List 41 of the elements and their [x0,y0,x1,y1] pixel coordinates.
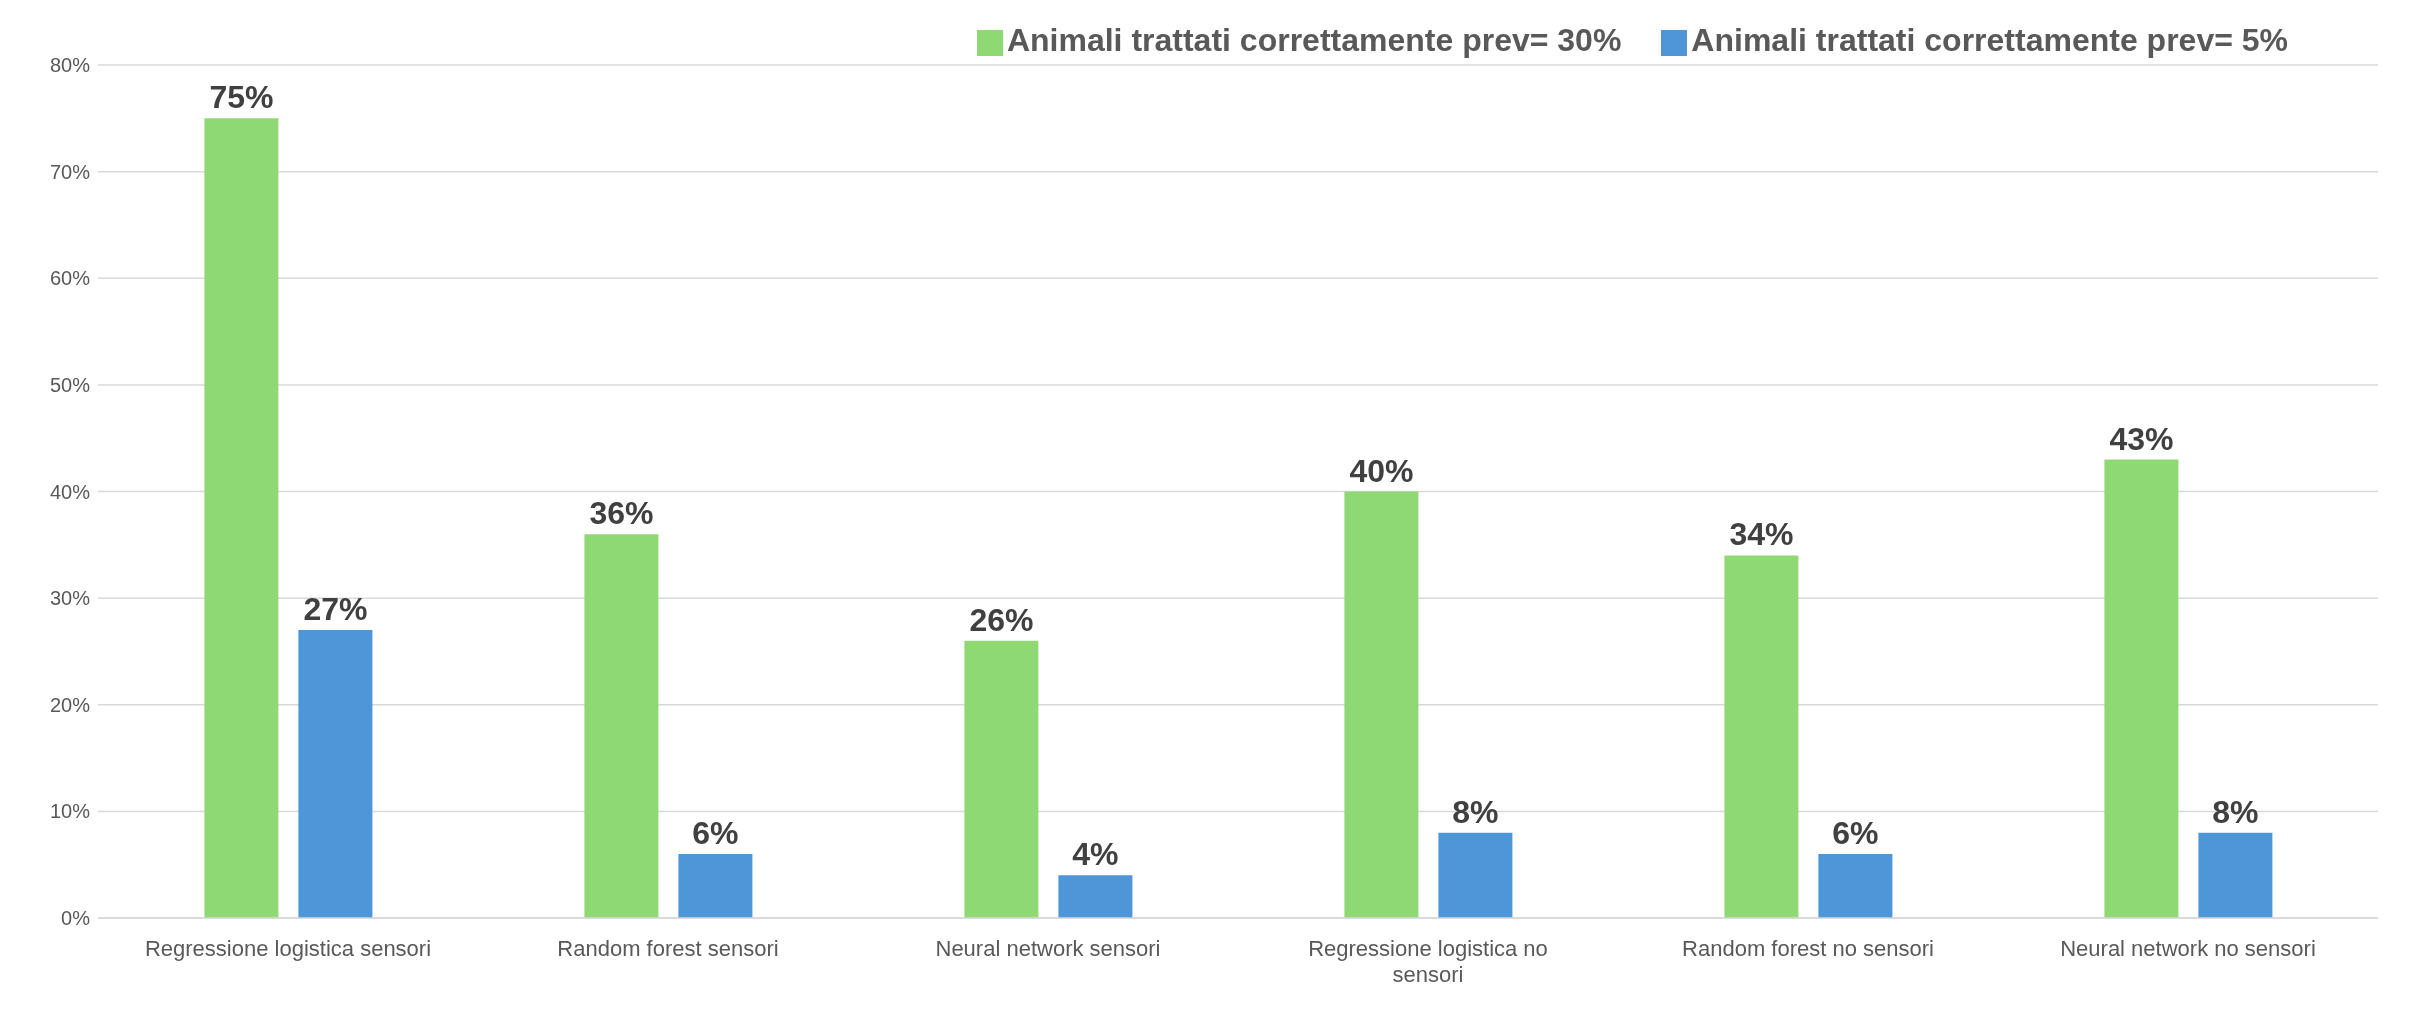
data-label: 26% [969,601,1034,638]
legend-label: Animali trattati correttamente prev= 30% [1006,22,1622,58]
y-tick-label: 10% [49,800,91,823]
bar [2104,459,2179,918]
x-tick-label: Regressione logistica no sensori [1308,936,1548,987]
bar [1344,491,1419,918]
legend-label: Animali trattati correttamente prev= 5% [1691,22,2288,58]
data-label: 40% [1349,452,1414,489]
y-tick-label: 20% [49,693,91,716]
x-tick-label: Regressione logistica sensori [144,936,432,961]
data-label: 8% [1452,793,1499,830]
bar [1724,555,1799,918]
y-tick-label: 50% [49,373,91,396]
y-tick-label: 40% [49,480,91,503]
bar [1818,854,1893,918]
bar [964,640,1039,918]
x-tick-label: Neural network sensori [935,936,1161,961]
data-label: 27% [303,591,368,628]
x-tick-label: Neural network no sensori [2060,936,2316,961]
data-label: 4% [1072,836,1119,873]
x-tick-label: Random forest sensori [557,936,779,961]
data-label: 6% [1832,815,1879,852]
y-tick-label: 80% [49,54,91,77]
y-tick-label: 30% [49,587,91,610]
y-tick-label: 0% [61,907,91,930]
data-label: 6% [692,815,739,852]
y-tick-label: 70% [49,160,91,183]
bar [2198,832,2273,918]
data-label: 8% [2212,793,2259,830]
bar [584,534,659,918]
data-label: 75% [209,79,274,116]
bar [298,630,373,918]
bar [678,854,753,918]
data-label: 43% [2109,420,2174,457]
bar [1438,832,1513,918]
data-label: 34% [1729,516,1794,553]
bar [1058,875,1133,918]
bar [204,118,279,918]
x-tick-label: Random forest no sensori [1682,936,1934,961]
y-tick-label: 60% [49,267,91,290]
data-label: 36% [589,495,654,532]
